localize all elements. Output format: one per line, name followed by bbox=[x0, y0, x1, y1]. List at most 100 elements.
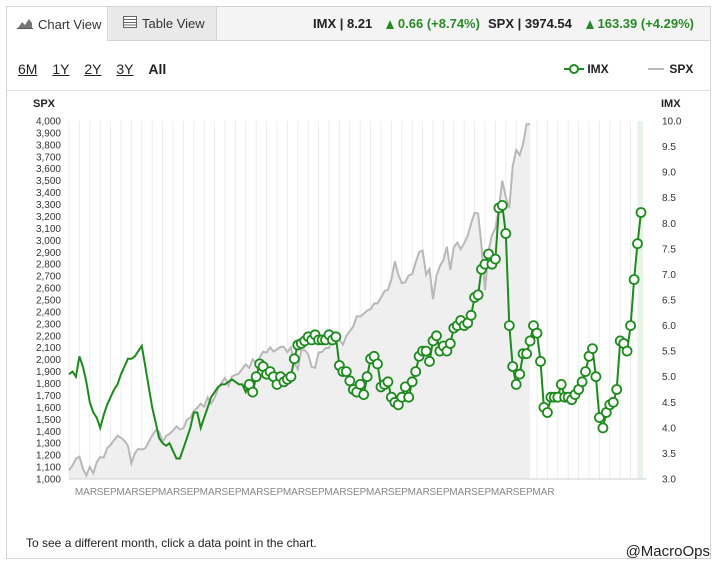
imx-data-point[interactable] bbox=[382, 376, 394, 388]
imx-data-point[interactable] bbox=[406, 376, 418, 388]
chart-widget: Chart View Table View IMX | 8.21 0.66 (+… bbox=[6, 6, 711, 559]
y-left-tick-label: 3,500 bbox=[36, 176, 61, 187]
tab-chart-view-label: Chart View bbox=[38, 16, 102, 32]
imx-data-point[interactable] bbox=[424, 355, 435, 367]
up-arrow-icon bbox=[385, 20, 394, 29]
imx-data-point[interactable] bbox=[632, 238, 643, 250]
imx-data-point[interactable] bbox=[594, 412, 605, 424]
y-left-tick-label: 2,200 bbox=[36, 331, 61, 342]
y-left-tick-label: 1,900 bbox=[36, 367, 61, 378]
imx-data-point[interactable] bbox=[542, 407, 553, 418]
range-6m[interactable]: 6M bbox=[18, 61, 38, 77]
imx-data-point[interactable] bbox=[361, 371, 373, 383]
x-tick-label: MAR bbox=[449, 487, 471, 498]
y-right-tick-label: 4.5 bbox=[662, 398, 676, 409]
imx-data-point[interactable] bbox=[576, 376, 588, 388]
imx-data-point[interactable] bbox=[247, 386, 259, 398]
imx-data-point[interactable] bbox=[288, 353, 300, 365]
credit-text: @MacroOps bbox=[625, 543, 710, 560]
y-left-tick-label: 3,800 bbox=[36, 140, 61, 151]
y-right-tick-label: 9.5 bbox=[662, 142, 676, 153]
y-left-tick-label: 2,600 bbox=[36, 284, 61, 295]
imx-data-point[interactable] bbox=[420, 345, 432, 357]
imx-data-point[interactable] bbox=[403, 391, 415, 403]
y-right-tick-label: 8.5 bbox=[662, 193, 676, 204]
imx-data-point[interactable] bbox=[444, 338, 456, 349]
imx-quote-label: IMX | 8.21 bbox=[313, 16, 373, 31]
legend-imx-marker bbox=[564, 64, 584, 74]
imx-data-point[interactable] bbox=[250, 371, 262, 383]
imx-data-point[interactable] bbox=[354, 378, 366, 390]
imx-data-point[interactable] bbox=[521, 348, 532, 360]
y-left-tick-label: 2,700 bbox=[36, 272, 61, 283]
imx-data-point[interactable] bbox=[330, 331, 342, 343]
imx-data-point[interactable] bbox=[535, 355, 546, 367]
y-right-tick-label: 3.5 bbox=[662, 449, 676, 460]
imx-data-point[interactable] bbox=[483, 248, 494, 260]
imx-data-point[interactable] bbox=[611, 384, 623, 395]
y-left-tick-label: 2,000 bbox=[36, 355, 61, 366]
imx-data-point[interactable] bbox=[607, 396, 619, 408]
y-left-tick-label: 3,400 bbox=[36, 188, 61, 199]
y-left-tick-label: 2,500 bbox=[36, 296, 61, 307]
imx-data-point[interactable] bbox=[628, 274, 640, 285]
imx-data-point[interactable] bbox=[465, 309, 477, 321]
x-tick-label: SEP bbox=[263, 487, 283, 498]
axes: 1,0001,1001,2001,3001,4001,5001,6001,700… bbox=[33, 98, 682, 498]
range-2y[interactable]: 2Y bbox=[84, 61, 102, 77]
imx-data-point[interactable] bbox=[625, 320, 636, 332]
imx-data-point[interactable] bbox=[489, 253, 501, 265]
legend-imx[interactable]: IMX bbox=[564, 62, 609, 76]
imx-data-point[interactable] bbox=[531, 327, 543, 339]
imx-data-point[interactable] bbox=[472, 289, 484, 301]
imx-data-point[interactable] bbox=[514, 368, 526, 380]
y-right-tick-label: 5.0 bbox=[662, 372, 676, 383]
imx-data-point[interactable] bbox=[372, 358, 383, 370]
imx-data-point[interactable] bbox=[431, 330, 442, 342]
y-right-tick-label: 6.5 bbox=[662, 296, 676, 307]
y-left-tick-label: 3,300 bbox=[36, 200, 61, 211]
imx-data-point[interactable] bbox=[358, 389, 370, 401]
imx-data-point[interactable] bbox=[285, 371, 297, 383]
tab-table-view[interactable]: Table View bbox=[109, 7, 217, 40]
imx-data-point[interactable] bbox=[340, 366, 352, 378]
view-tabs: Chart View Table View IMX | 8.21 0.66 (+… bbox=[7, 7, 710, 41]
imx-data-point[interactable] bbox=[344, 375, 356, 387]
imx-data-point[interactable] bbox=[503, 320, 515, 332]
imx-data-point[interactable] bbox=[399, 381, 411, 393]
tab-chart-view[interactable]: Chart View bbox=[7, 7, 108, 41]
y-right-tick-label: 4.0 bbox=[662, 423, 676, 434]
y-left-tick-label: 3,700 bbox=[36, 152, 61, 163]
imx-data-point[interactable] bbox=[621, 345, 633, 357]
range-all[interactable]: All bbox=[148, 61, 167, 77]
y-left-tick-label: 3,900 bbox=[36, 128, 61, 139]
x-tick-label: SEP bbox=[138, 487, 158, 498]
imx-data-point[interactable] bbox=[496, 199, 508, 211]
legend-spx-marker bbox=[648, 68, 664, 70]
range-3y[interactable]: 3Y bbox=[116, 61, 134, 77]
imx-data-point[interactable] bbox=[410, 366, 422, 378]
x-tick-label: MAR bbox=[200, 487, 222, 498]
y-right-tick-label: 6.0 bbox=[662, 321, 676, 332]
legend-spx[interactable]: SPX bbox=[648, 62, 693, 76]
range-1y[interactable]: 1Y bbox=[52, 61, 70, 77]
imx-data-point[interactable] bbox=[555, 378, 567, 390]
imx-data-point[interactable] bbox=[590, 371, 602, 383]
imx-data-point[interactable] bbox=[597, 422, 609, 434]
x-tick-label: SEP bbox=[222, 487, 242, 498]
imx-data-point[interactable] bbox=[635, 207, 647, 218]
imx-data-point[interactable] bbox=[507, 361, 519, 372]
last-month-highlight bbox=[637, 121, 643, 479]
imx-data-point[interactable] bbox=[510, 378, 522, 390]
spx-quote-label: SPX | 3974.54 bbox=[488, 16, 572, 31]
imx-data-point[interactable] bbox=[524, 335, 536, 347]
imx-data-point[interactable] bbox=[580, 366, 591, 378]
y-right-tick-label: 9.0 bbox=[662, 168, 676, 179]
imx-quote: IMX | 8.21 0.66 (+8.74%) bbox=[313, 16, 480, 31]
x-tick-label: MAR bbox=[532, 487, 554, 498]
imx-data-point[interactable] bbox=[587, 343, 598, 355]
imx-data-point[interactable] bbox=[500, 228, 512, 239]
y-right-tick-label: 3.0 bbox=[662, 475, 676, 486]
x-tick-label: MAR bbox=[116, 487, 138, 498]
